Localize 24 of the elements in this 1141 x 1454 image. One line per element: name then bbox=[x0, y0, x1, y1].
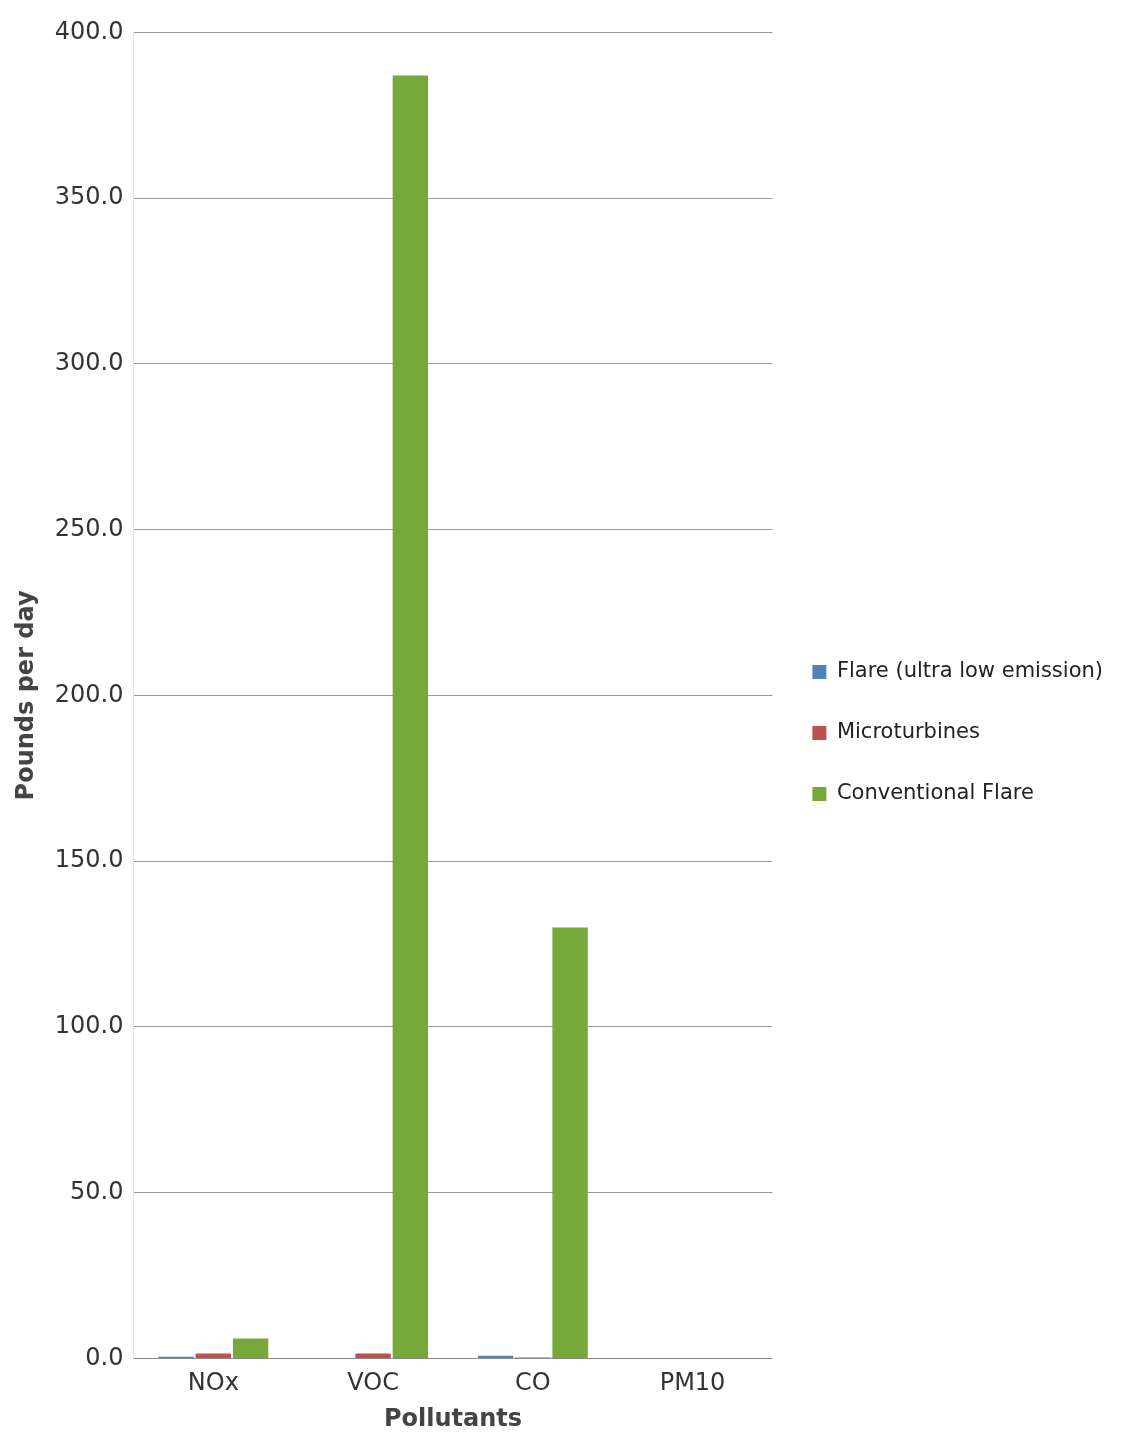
bar bbox=[195, 1353, 232, 1358]
y-axis-title: Pounds per day bbox=[10, 590, 39, 801]
legend-label: Conventional Flare bbox=[836, 780, 1034, 805]
x-tick-label: VOC bbox=[347, 1368, 399, 1397]
bar bbox=[477, 1355, 514, 1358]
bar bbox=[232, 1338, 269, 1358]
x-tick-label: PM10 bbox=[659, 1368, 726, 1397]
x-axis-title: Pollutants bbox=[383, 1403, 523, 1432]
y-tick-label: 200.0 bbox=[54, 679, 124, 708]
y-tick-label: 0.0 bbox=[85, 1342, 124, 1371]
y-tick-label: 250.0 bbox=[54, 513, 124, 542]
x-tick-label: CO bbox=[514, 1368, 551, 1397]
y-tick-label: 150.0 bbox=[54, 845, 124, 874]
x-tick-label: NOx bbox=[187, 1368, 239, 1397]
bar bbox=[552, 927, 588, 1358]
y-tick-label: 300.0 bbox=[54, 348, 124, 377]
bar bbox=[355, 1353, 391, 1358]
y-tick-label: 350.0 bbox=[54, 182, 124, 211]
y-tick-label: 50.0 bbox=[70, 1176, 124, 1205]
bar bbox=[392, 75, 429, 1358]
legend-label: Flare (ultra low emission) bbox=[836, 658, 1103, 683]
y-tick-label: 100.0 bbox=[54, 1011, 124, 1040]
legend-label: Microturbines bbox=[836, 719, 980, 744]
y-tick-label: 400.0 bbox=[54, 16, 124, 45]
